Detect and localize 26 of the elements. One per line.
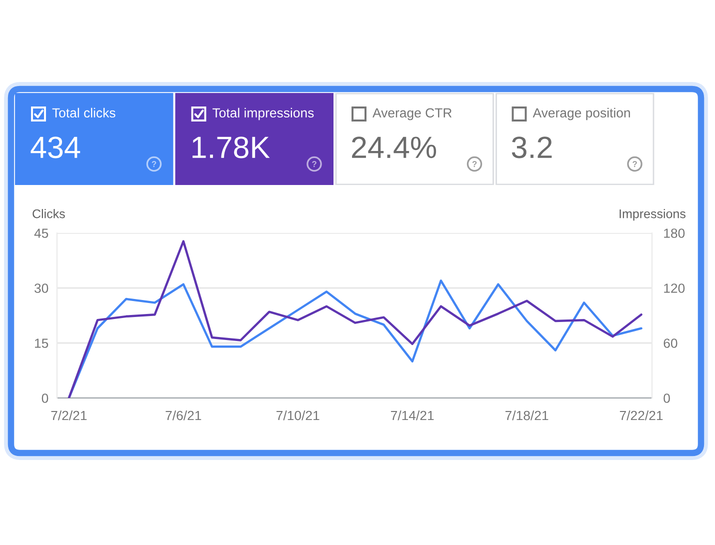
y-tick-label: 30 <box>34 284 48 293</box>
y-tick-label: 15 <box>35 338 48 348</box>
text: 1.78K <box>192 136 270 158</box>
line-series <box>68 280 642 398</box>
text: 24.4% <box>352 136 436 158</box>
x-tick-label: 7/6/21 <box>166 410 202 420</box>
category-label: Average position <box>532 108 630 120</box>
x-tick-label: 7/18/21 <box>505 410 548 420</box>
line-series <box>68 240 642 398</box>
category-label: Average CTR <box>372 108 452 120</box>
y2-tick-label: 180 <box>664 228 685 238</box>
y2-tick-label: 60 <box>664 338 678 348</box>
text: 3.2 <box>512 136 552 158</box>
y-tick-label: 45 <box>34 228 48 238</box>
y-tick-label: 0 <box>42 394 48 403</box>
text: 434 <box>30 136 80 158</box>
x-tick-label: 7/14/21 <box>391 410 434 420</box>
y2-tick-label: 0 <box>664 394 670 403</box>
y-axis-title: Clicks <box>32 209 65 218</box>
x-tick-label: 7/22/21 <box>620 410 663 420</box>
category-label: Total clicks <box>52 108 116 118</box>
x-tick-label: 7/2/21 <box>51 410 87 420</box>
category-label: Total impressions <box>212 108 314 120</box>
y2-axis-title: Impressions <box>620 209 686 221</box>
x-tick-label: 7/10/21 <box>276 410 320 420</box>
y2-tick-label: 120 <box>664 284 685 293</box>
